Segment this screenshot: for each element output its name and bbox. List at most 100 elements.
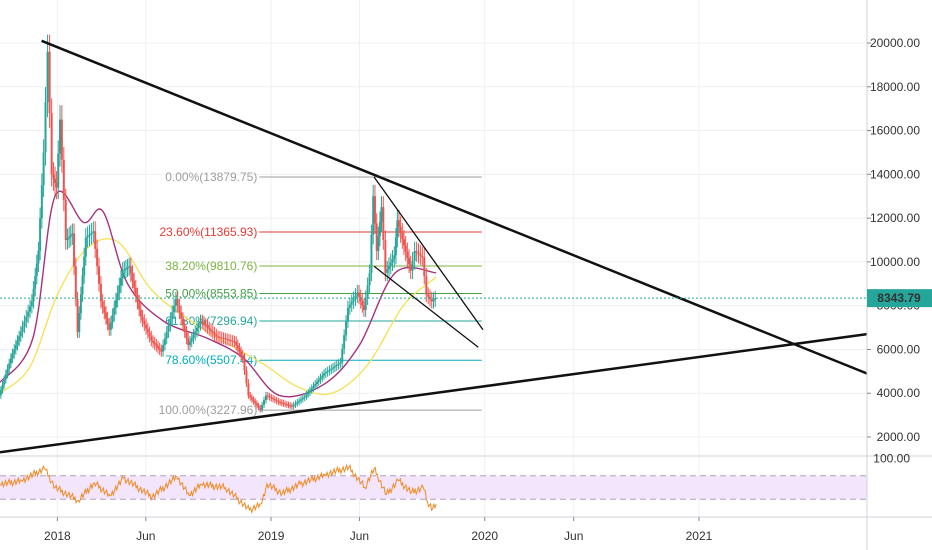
price-candle: [211, 331, 214, 333]
price-candle: [266, 395, 269, 397]
price-axis-label: 6000.00: [877, 342, 921, 356]
price-candle: [358, 292, 361, 297]
price-candle: [160, 349, 163, 352]
price-candle: [227, 339, 230, 341]
price-candle: [171, 312, 174, 319]
price-candle: [359, 296, 362, 302]
price-candle: [396, 220, 399, 238]
price-candle: [247, 383, 250, 396]
price-axis-label: 14000.00: [870, 167, 920, 181]
price-candle: [143, 320, 146, 325]
price-candle: [250, 397, 253, 400]
price-candle: [1, 384, 4, 391]
current-price-badge: [867, 289, 932, 308]
price-candle: [341, 348, 344, 363]
price-candle: [163, 338, 166, 346]
price-candle: [401, 232, 404, 240]
price-candle: [153, 342, 156, 345]
price-candle: [34, 276, 37, 289]
price-candle: [275, 400, 278, 402]
price-candle: [21, 326, 24, 332]
price-candle: [11, 353, 14, 359]
fib-level-label: 100.00%(3227.96): [159, 403, 258, 417]
price-candle: [372, 196, 375, 235]
price-candle: [337, 363, 340, 366]
price-candle: [235, 341, 238, 346]
price-candle: [272, 398, 275, 400]
fib-level-label: 61.80%(7296.94): [165, 314, 257, 328]
time-axis-label: 2018: [44, 529, 71, 543]
price-candle: [90, 232, 93, 235]
price-candle: [425, 276, 428, 295]
price-candle: [42, 152, 45, 186]
moving-average-line: [0, 190, 437, 398]
price-axis-label: 20000.00: [870, 36, 920, 50]
price-candle: [13, 349, 16, 354]
price-axis-label: 10000.00: [870, 255, 920, 269]
price-candle: [73, 233, 76, 267]
price-candle: [364, 297, 367, 311]
price-candle: [287, 404, 290, 406]
price-candle: [279, 401, 282, 403]
price-candle: [6, 368, 9, 375]
price-candle: [113, 307, 116, 315]
price-candle: [270, 397, 273, 399]
price-candle: [249, 395, 252, 398]
rsi-axis-label: 100.00: [873, 452, 910, 466]
price-candle: [181, 318, 184, 326]
price-candle: [18, 336, 21, 341]
price-candle: [208, 327, 211, 330]
price-candle: [92, 231, 95, 233]
fib-level-label: 23.60%(11365.93): [159, 225, 257, 239]
price-candle: [16, 340, 19, 346]
price-candle: [187, 338, 190, 346]
price-candle: [231, 340, 234, 342]
price-candle: [46, 51, 49, 103]
price-candle: [3, 379, 6, 385]
price-candle: [119, 278, 122, 286]
price-candle: [204, 324, 207, 327]
price-candle: [215, 334, 218, 337]
price-candle: [289, 405, 292, 407]
time-axis-label: 2020: [471, 529, 498, 543]
price-candle: [23, 321, 26, 327]
price-candle: [290, 405, 293, 407]
price-candle: [391, 258, 394, 263]
price-candle: [233, 341, 236, 343]
price-candle: [312, 386, 315, 389]
price-candle: [158, 347, 161, 350]
price-candle: [388, 265, 391, 270]
price-candle: [94, 231, 97, 249]
price-candle: [195, 327, 198, 332]
price-candle: [282, 403, 285, 405]
price-candle: [261, 404, 264, 410]
price-candle: [380, 207, 383, 222]
price-candle: [192, 334, 195, 339]
price-candle: [229, 340, 232, 342]
price-candle: [106, 318, 109, 325]
price-candle: [298, 400, 301, 403]
price-candle: [362, 305, 365, 311]
price-candle: [356, 292, 359, 296]
price-candle: [201, 320, 204, 323]
price-candle: [133, 280, 136, 288]
price-candle: [319, 377, 322, 380]
price-candle: [427, 294, 430, 297]
price-candle: [206, 326, 209, 328]
price-candle: [299, 399, 302, 401]
price-candle: [138, 302, 141, 310]
price-axis-label: 4000.00: [877, 386, 921, 400]
price-candle: [79, 294, 82, 314]
price-candle: [66, 238, 69, 240]
price-candle: [96, 248, 99, 267]
price-candle: [194, 331, 197, 335]
price-candle: [222, 337, 225, 339]
price-candle: [148, 332, 151, 337]
price-candle: [188, 341, 191, 346]
price-candle: [116, 292, 119, 301]
price-candle: [408, 258, 411, 265]
price-candle: [373, 196, 376, 224]
price-candle: [176, 299, 179, 306]
price-candle: [69, 235, 72, 237]
